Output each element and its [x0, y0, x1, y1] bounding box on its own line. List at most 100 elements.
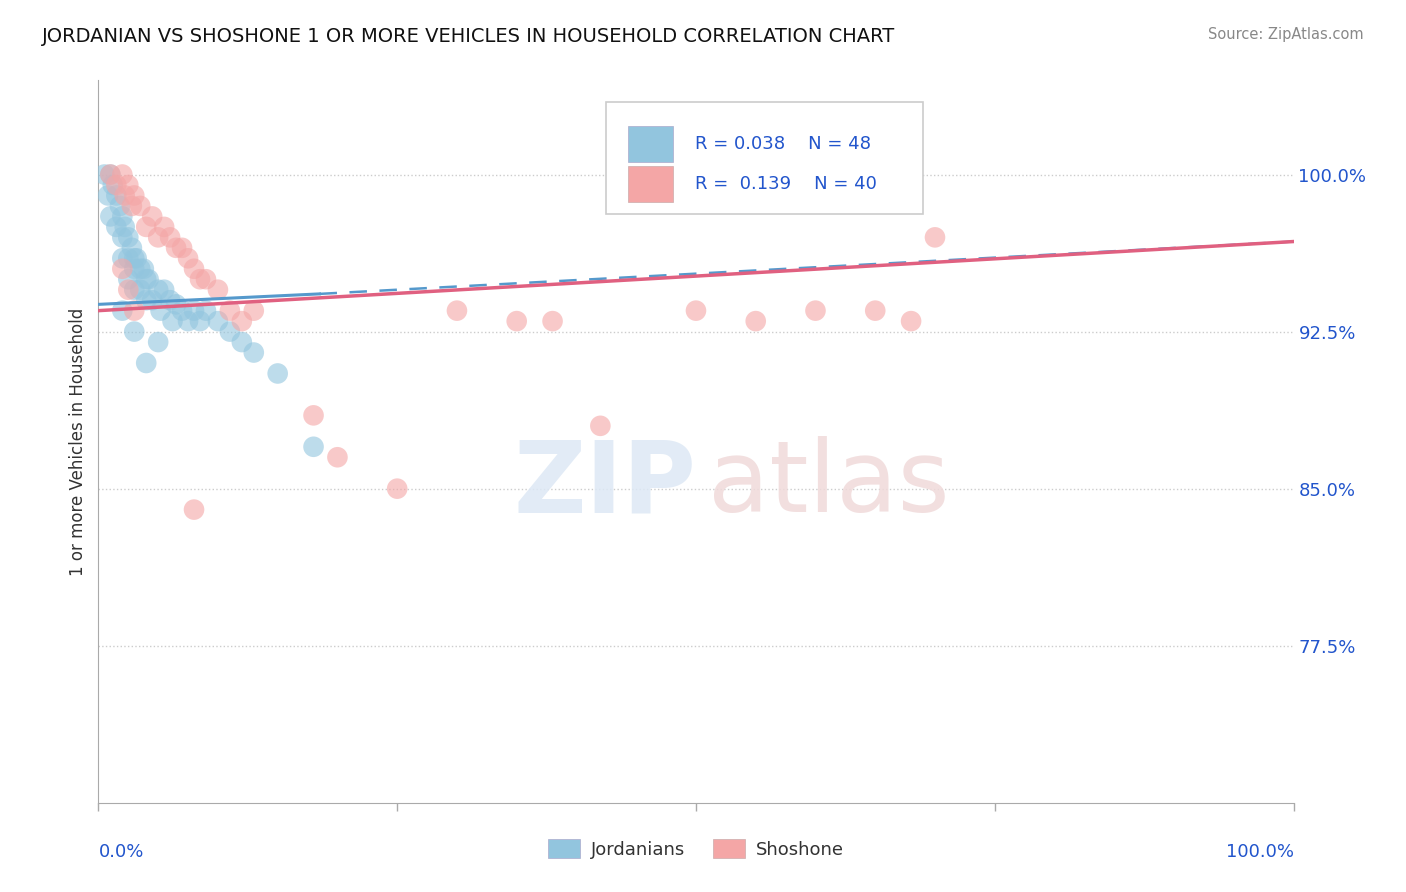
- Point: [804, 303, 827, 318]
- Point: [177, 314, 200, 328]
- Point: [105, 219, 128, 234]
- Point: [114, 219, 136, 234]
- Point: [153, 283, 176, 297]
- Text: Source: ZipAtlas.com: Source: ZipAtlas.com: [1208, 27, 1364, 42]
- Point: [183, 261, 205, 276]
- Point: [219, 325, 242, 339]
- Point: [207, 283, 229, 297]
- Text: 100.0%: 100.0%: [1226, 843, 1294, 861]
- Point: [111, 168, 134, 182]
- Point: [97, 188, 120, 202]
- Point: [129, 261, 152, 276]
- Point: [98, 168, 122, 182]
- Point: [93, 168, 115, 182]
- Point: [108, 199, 131, 213]
- Point: [506, 314, 529, 328]
- Point: [172, 303, 194, 318]
- Point: [117, 230, 139, 244]
- Point: [138, 272, 160, 286]
- Point: [117, 272, 139, 286]
- Point: [121, 241, 143, 255]
- Point: [129, 283, 152, 297]
- Point: [385, 482, 409, 496]
- Point: [135, 293, 157, 308]
- Point: [924, 230, 946, 244]
- Point: [172, 241, 194, 255]
- Point: [865, 303, 887, 318]
- Point: [589, 418, 612, 433]
- Point: [124, 283, 146, 297]
- Text: atlas: atlas: [709, 436, 949, 533]
- Point: [149, 303, 172, 318]
- Point: [101, 178, 124, 192]
- Point: [153, 219, 176, 234]
- Point: [135, 356, 157, 370]
- Point: [159, 230, 181, 244]
- Point: [148, 334, 170, 349]
- Text: ZIP: ZIP: [513, 436, 696, 533]
- Point: [195, 272, 218, 286]
- Point: [124, 303, 146, 318]
- Y-axis label: 1 or more Vehicles in Household: 1 or more Vehicles in Household: [69, 308, 87, 575]
- Point: [111, 210, 134, 224]
- Point: [188, 272, 211, 286]
- Point: [117, 252, 139, 266]
- Point: [267, 367, 290, 381]
- Point: [685, 303, 707, 318]
- Point: [243, 345, 266, 359]
- Point: [302, 409, 325, 423]
- Point: [162, 314, 184, 328]
- Point: [141, 210, 163, 224]
- Point: [541, 314, 564, 328]
- Point: [114, 188, 136, 202]
- Point: [165, 241, 187, 255]
- Point: [148, 283, 170, 297]
- Point: [177, 252, 200, 266]
- Point: [326, 450, 349, 465]
- Point: [207, 314, 229, 328]
- Point: [98, 210, 122, 224]
- Point: [117, 178, 139, 192]
- Point: [132, 261, 155, 276]
- Point: [124, 188, 146, 202]
- Point: [117, 283, 139, 297]
- Point: [125, 252, 148, 266]
- Point: [111, 303, 134, 318]
- FancyBboxPatch shape: [628, 166, 673, 202]
- Point: [231, 334, 253, 349]
- Point: [195, 303, 218, 318]
- Point: [148, 230, 170, 244]
- Point: [111, 261, 134, 276]
- Point: [105, 188, 128, 202]
- Point: [302, 440, 325, 454]
- Point: [124, 261, 146, 276]
- Point: [219, 303, 242, 318]
- Point: [98, 168, 122, 182]
- Text: R =  0.139    N = 40: R = 0.139 N = 40: [695, 175, 877, 193]
- Point: [188, 314, 211, 328]
- FancyBboxPatch shape: [606, 102, 922, 214]
- Point: [745, 314, 768, 328]
- Point: [231, 314, 253, 328]
- Point: [111, 230, 134, 244]
- Point: [243, 303, 266, 318]
- Point: [111, 252, 134, 266]
- Point: [165, 297, 187, 311]
- Point: [124, 252, 146, 266]
- Text: R = 0.038    N = 48: R = 0.038 N = 48: [695, 135, 870, 153]
- Point: [105, 178, 128, 192]
- Text: JORDANIAN VS SHOSHONE 1 OR MORE VEHICLES IN HOUSEHOLD CORRELATION CHART: JORDANIAN VS SHOSHONE 1 OR MORE VEHICLES…: [42, 27, 896, 45]
- Point: [900, 314, 922, 328]
- Point: [183, 303, 205, 318]
- Text: 0.0%: 0.0%: [98, 843, 143, 861]
- Point: [159, 293, 181, 308]
- Point: [141, 293, 163, 308]
- Point: [183, 502, 205, 516]
- Point: [121, 199, 143, 213]
- Point: [124, 325, 146, 339]
- Point: [129, 199, 152, 213]
- Point: [446, 303, 468, 318]
- Point: [135, 272, 157, 286]
- Legend: Jordanians, Shoshone: Jordanians, Shoshone: [541, 832, 851, 866]
- Point: [135, 219, 157, 234]
